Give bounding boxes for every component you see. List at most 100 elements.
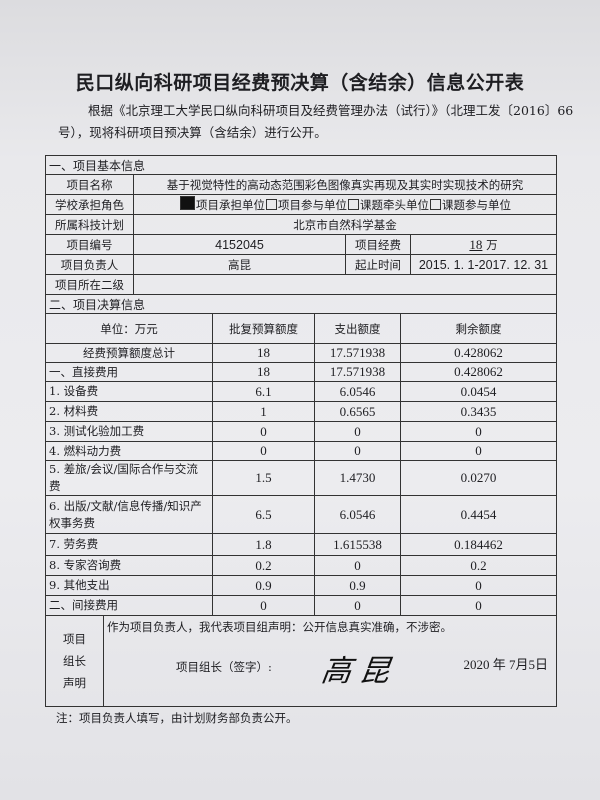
- spent-amount: 0: [314, 595, 401, 616]
- column-header: 单位：万元: [45, 313, 213, 344]
- budget-amount: 0.9: [212, 575, 315, 596]
- item-name: 2. 材料费: [45, 401, 213, 422]
- role-options: 项目承担单位 项目参与单位 课题牵头单位 课题参与单位: [132, 194, 558, 215]
- column-header: 批复预算额度: [212, 313, 315, 344]
- table-row: 1. 设备费 6.1 6.0546 0.0454: [45, 381, 557, 402]
- footnote: 注：项目负责人填写，由计划财务部负责公开。: [56, 711, 298, 725]
- number-label: 项目编号: [45, 234, 134, 255]
- leader-label: 项目负责人: [45, 254, 134, 275]
- item-name: 一、直接费用: [45, 362, 213, 382]
- item-name: 3. 测试化验加工费: [45, 421, 213, 442]
- funding-label: 项目经费: [345, 234, 411, 255]
- item-name: 7. 劳务费: [45, 533, 213, 556]
- funding-value: 18: [469, 236, 483, 252]
- spent-amount: 17.571938: [314, 362, 401, 382]
- period-label: 起止时间: [345, 254, 411, 275]
- page-title: 民口纵向科研项目经费预决算（含结余）信息公开表: [75, 72, 525, 94]
- basic-info-table: 一、项目基本信息 项目名称 基于视觉特性的高动态范围彩色图像真实再现及其实时实现技…: [44, 155, 558, 314]
- role-label: 学校承担角色: [45, 194, 134, 215]
- role-option-label: 项目参与单位: [278, 198, 347, 212]
- column-header: 剩余额度: [400, 313, 557, 344]
- checkbox-checked: [180, 196, 195, 210]
- spent-amount: 0.6565: [314, 401, 401, 422]
- budget-amount: 6.1: [212, 381, 315, 402]
- intro-paragraph: 根据《北京理工大学民口纵向科研项目及经费管理办法（试行）》（北理工发〔2016〕…: [58, 103, 574, 140]
- spent-amount: 6.0546: [314, 381, 401, 402]
- leader-value: 高昆: [133, 254, 346, 275]
- declaration-date: 2020 年 7月5日: [463, 657, 548, 672]
- budget-amount: 1: [212, 401, 315, 422]
- spent-amount: 6.0546: [314, 495, 401, 534]
- funding-unit: 万: [486, 237, 498, 252]
- declaration-statement: 作为项目负责人，我代表项目组声明：公开信息真实准确，不涉密。: [107, 620, 452, 634]
- funding-cell: 18 万: [409, 234, 558, 255]
- period-value: 2015. 1. 1-2017. 12. 31: [409, 254, 558, 275]
- remaining-amount: 0: [400, 441, 557, 461]
- role-option-label: 项目承担单位: [196, 198, 265, 212]
- remaining-amount: 0.428062: [400, 362, 557, 382]
- section2-heading: 二、项目决算信息: [44, 294, 558, 314]
- remaining-amount: 0.3435: [400, 401, 557, 422]
- plan-label: 所属科技计划: [45, 214, 134, 235]
- sign-label: 项目组长（签字）:: [176, 660, 272, 674]
- spent-amount: 1.615538: [314, 533, 401, 556]
- spent-amount: 0.9: [314, 575, 401, 596]
- plan-value: 北京市自然科学基金: [132, 214, 558, 235]
- remaining-amount: 0.0454: [400, 381, 557, 402]
- spent-amount: 0: [314, 421, 401, 442]
- role-option-label: 课题牵头单位: [360, 198, 429, 212]
- remaining-amount: 0.428062: [400, 343, 557, 363]
- budget-amount: 1.5: [212, 460, 315, 496]
- number-value: 4152045: [133, 234, 346, 255]
- table-row: 9. 其他支出 0.9 0.9 0: [45, 575, 557, 596]
- declaration-body: 作为项目负责人，我代表项目组声明：公开信息真实准确，不涉密。 项目组长（签字）:…: [103, 615, 557, 707]
- budget-amount: 6.5: [212, 495, 315, 534]
- item-name: 8. 专家咨询费: [45, 555, 213, 576]
- column-header: 支出额度: [314, 313, 401, 344]
- budget-amount: 0: [212, 595, 315, 616]
- name-label: 项目名称: [45, 174, 134, 195]
- remaining-amount: 0.2: [400, 555, 557, 576]
- budget-amount: 0: [212, 441, 315, 461]
- budget-amount: 18: [212, 362, 315, 382]
- checkbox: [266, 199, 277, 210]
- item-name: 6. 出版/文献/信息传播/知识产权事务费: [45, 495, 213, 534]
- item-name: 二、间接费用: [45, 595, 213, 616]
- table-row: 2. 材料费 1 0.6565 0.3435: [45, 401, 557, 422]
- remaining-amount: 0: [400, 421, 557, 442]
- table-row: 二、间接费用 0 0 0: [45, 595, 557, 616]
- spent-amount: 0: [314, 555, 401, 576]
- budget-amount: 18: [212, 343, 315, 363]
- table-row: 一、直接费用 18 17.571938 0.428062: [45, 362, 557, 382]
- table-row: 6. 出版/文献/信息传播/知识产权事务费 6.5 6.0546 0.4454: [45, 495, 557, 534]
- checkbox: [348, 199, 359, 210]
- remaining-amount: 0.4454: [400, 495, 557, 534]
- item-name: 9. 其他支出: [45, 575, 213, 596]
- checkbox: [430, 199, 441, 210]
- spent-amount: 1.4730: [314, 460, 401, 496]
- table-row: 8. 专家咨询费 0.2 0 0.2: [45, 555, 557, 576]
- dept-label: 项目所在二级: [45, 274, 134, 295]
- role-option-label: 课题参与单位: [442, 198, 511, 212]
- remaining-amount: 0: [400, 595, 557, 616]
- table-row: 7. 劳务费 1.8 1.615538 0.184462: [45, 533, 557, 556]
- declaration-label: 项目组长声明: [45, 615, 104, 707]
- dept-value: [132, 274, 558, 295]
- table-row: 4. 燃料动力费 0 0 0: [45, 441, 557, 461]
- signature: 高昆: [319, 654, 400, 689]
- item-name: 5. 差旅/会议/国际合作与交流费: [45, 460, 213, 496]
- section1-heading: 一、项目基本信息: [44, 155, 558, 175]
- project-name: 基于视觉特性的高动态范围彩色图像真实再现及其实时实现技术的研究: [132, 174, 558, 195]
- remaining-amount: 0: [400, 575, 557, 596]
- item-name: 经费预算额度总计: [45, 343, 213, 363]
- budget-amount: 0: [212, 421, 315, 442]
- table-row: 3. 测试化验加工费 0 0 0: [45, 421, 557, 442]
- table-row: 经费预算额度总计 18 17.571938 0.428062: [45, 343, 557, 363]
- item-name: 4. 燃料动力费: [45, 441, 213, 461]
- declaration-table: 项目组长声明 作为项目负责人，我代表项目组声明：公开信息真实准确，不涉密。 项目…: [45, 615, 557, 707]
- budget-table: 单位：万元 批复预算额度 支出额度 剩余额度 经费预算额度总计 18 17.5719…: [45, 313, 557, 616]
- budget-amount: 1.8: [212, 533, 315, 556]
- spent-amount: 0: [314, 441, 401, 461]
- remaining-amount: 0.184462: [400, 533, 557, 556]
- budget-amount: 0.2: [212, 555, 315, 576]
